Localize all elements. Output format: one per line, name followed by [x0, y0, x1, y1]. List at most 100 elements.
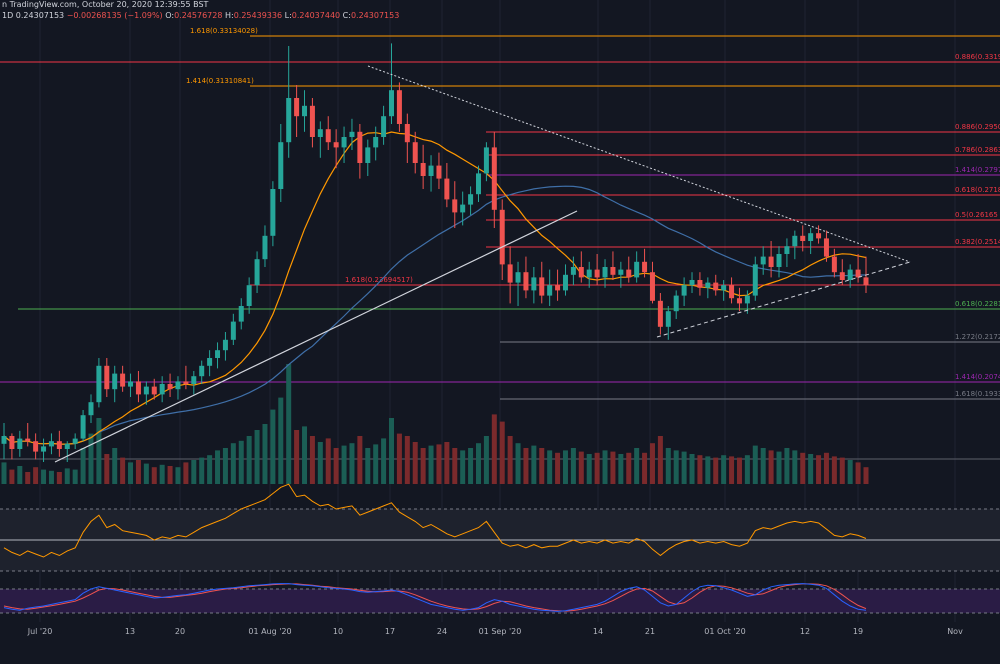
volume-bar — [9, 469, 15, 484]
candle-body — [207, 358, 213, 366]
rsi-pane — [0, 483, 1000, 572]
candle-body — [104, 365, 110, 390]
volume-bar — [278, 397, 284, 484]
volume-bar — [570, 448, 576, 484]
candle-body — [760, 256, 766, 265]
candle-body — [365, 147, 371, 163]
volume-bar — [151, 467, 157, 484]
candle-body — [721, 285, 727, 291]
candle-body — [112, 373, 118, 390]
volume-bar — [768, 450, 774, 484]
fib-label: 0.618(0.27185 — [955, 186, 1000, 194]
candle-body — [736, 298, 742, 304]
volume-bar — [230, 443, 236, 484]
volume-bar — [721, 455, 727, 484]
o-label: O: — [165, 11, 175, 20]
candle-body — [491, 147, 497, 210]
candle-body — [222, 339, 228, 351]
volume-bar — [56, 472, 62, 484]
volume-bar — [531, 445, 537, 484]
candle-body — [56, 441, 62, 449]
volume-bar — [17, 466, 23, 484]
volume-bar — [325, 438, 331, 484]
candle-body — [839, 272, 845, 280]
volume-bar — [175, 467, 181, 484]
volume-bar — [665, 448, 671, 484]
volume-bar — [96, 418, 102, 484]
candle-body — [167, 384, 173, 390]
volume-bar — [705, 456, 711, 484]
candle-body — [159, 384, 165, 395]
x-tick-label: 17 — [385, 627, 395, 636]
candle-body — [215, 350, 221, 358]
volume-bar — [309, 436, 315, 484]
x-tick-label: 14 — [593, 627, 603, 636]
fib-label: 1.414(0.27972 — [955, 166, 1000, 174]
x-tick-label: 12 — [800, 627, 810, 636]
candle-body — [468, 194, 474, 205]
volume-bar — [25, 472, 31, 484]
open-price: 0.24307153 — [15, 11, 65, 20]
volume-bar — [713, 457, 719, 484]
candle-body — [816, 233, 822, 239]
candle-body — [665, 311, 671, 327]
candle-body — [681, 285, 687, 296]
fib-label: 0.886(0.33195) — [955, 53, 1000, 61]
candle-body — [294, 98, 300, 117]
candle-body — [547, 285, 553, 296]
volume-bar — [681, 451, 687, 484]
candle-body — [64, 443, 70, 449]
candle-body — [381, 116, 387, 137]
volume-bar — [594, 452, 600, 484]
volume-bar — [199, 457, 205, 484]
candle-body — [238, 306, 244, 322]
volume-bar — [389, 418, 395, 484]
candle-body — [396, 90, 402, 124]
volume-bar — [657, 436, 663, 484]
volume-bar — [483, 436, 489, 484]
volume-bar — [80, 448, 86, 484]
volume-bar — [349, 443, 355, 484]
candle-body — [863, 277, 869, 286]
ohlc-legend: 1D 0.24307153 −0.00268135 (−1.09%) O:0.2… — [2, 11, 399, 20]
candle-body — [183, 381, 189, 384]
candle-body — [460, 204, 466, 213]
volume-bar — [120, 457, 126, 484]
volume-bar — [736, 457, 742, 484]
x-tick-label: 24 — [437, 627, 447, 636]
candles — [1, 43, 869, 462]
candle-body — [610, 267, 616, 275]
candle-body — [120, 373, 126, 387]
candle-body — [800, 235, 806, 241]
candle-body — [792, 235, 798, 247]
volume-bar — [365, 448, 371, 484]
candle-body — [357, 131, 363, 163]
candle-body — [278, 142, 284, 189]
volume-bar — [373, 444, 379, 484]
volume-bar — [222, 448, 228, 484]
candle-body — [586, 269, 592, 278]
volume-bar — [112, 448, 118, 484]
volume-bar — [88, 433, 94, 484]
volume-bar — [839, 457, 845, 484]
candle-body — [389, 90, 395, 117]
candle-body — [634, 261, 640, 278]
support-trendline — [54, 210, 578, 463]
volume-bar — [800, 452, 806, 484]
volume-bar — [729, 456, 735, 484]
volume-bar — [1, 462, 7, 484]
candle-body — [333, 142, 339, 148]
volume-bar — [428, 445, 434, 484]
x-tick-label: 20 — [175, 627, 185, 636]
triangle-support-line — [656, 261, 911, 338]
candle-body — [135, 381, 141, 395]
l-label: L: — [284, 11, 292, 20]
volume-bar — [499, 421, 505, 484]
volume-bar — [436, 444, 442, 484]
volume-bar — [468, 448, 474, 484]
volume-bar — [452, 448, 458, 484]
candle-body — [80, 415, 86, 439]
volume-bar — [602, 450, 608, 484]
candle-body — [626, 269, 632, 278]
